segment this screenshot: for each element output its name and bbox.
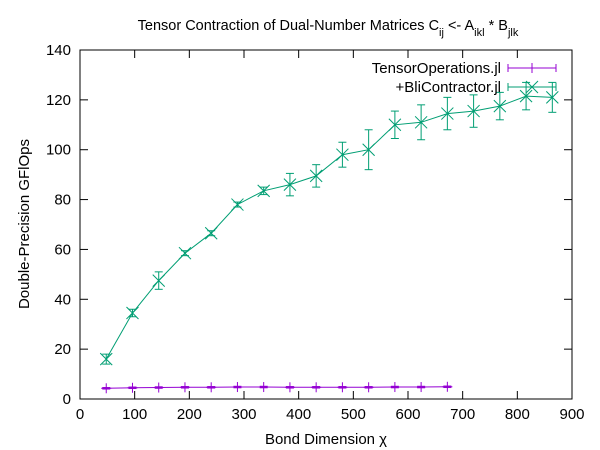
x-tick-label: 700 xyxy=(450,406,475,423)
y-axis: 0 20 40 60 80 100 120 140 xyxy=(46,42,572,408)
data-point xyxy=(204,226,218,240)
x-tick-label: 500 xyxy=(341,406,366,423)
data-point xyxy=(311,382,322,393)
data-point xyxy=(363,382,374,393)
legend: TensorOperations.jl +BliContractor.jl xyxy=(372,60,557,96)
series-0 xyxy=(101,381,453,394)
x-axis-label: Bond Dimension χ xyxy=(265,431,387,448)
y-tick-label: 100 xyxy=(46,142,71,159)
data-point xyxy=(178,246,192,260)
data-point xyxy=(388,118,402,132)
y-tick-label: 40 xyxy=(54,291,71,308)
data-point xyxy=(414,115,428,129)
data-point xyxy=(337,382,348,393)
data-point xyxy=(467,104,480,118)
series-layer xyxy=(99,81,559,394)
data-point xyxy=(441,107,454,120)
data-point xyxy=(519,89,533,103)
x-tick-label: 100 xyxy=(122,406,147,423)
chart-title: Tensor Contraction of Dual-Number Matric… xyxy=(138,18,519,39)
data-point xyxy=(442,381,453,392)
data-point xyxy=(231,198,244,211)
x-tick-label: 300 xyxy=(231,406,256,423)
data-point xyxy=(152,274,166,287)
x-tick-label: 200 xyxy=(177,406,202,423)
data-point xyxy=(389,382,400,393)
data-point xyxy=(101,383,112,394)
data-point xyxy=(127,382,138,393)
plot-frame xyxy=(79,49,573,400)
y-tick-label: 120 xyxy=(46,92,71,109)
data-point xyxy=(257,184,271,198)
x-tick-label: 800 xyxy=(505,406,530,423)
data-point xyxy=(232,382,243,393)
data-point xyxy=(126,306,139,320)
x-tick-label: 0 xyxy=(76,406,84,423)
data-point xyxy=(206,382,217,393)
data-point xyxy=(153,382,164,393)
data-point xyxy=(336,148,349,162)
legend-label: TensorOperations.jl xyxy=(372,60,501,77)
legend-sample xyxy=(507,63,557,73)
y-axis-label: Double-Precision GFlOps xyxy=(16,139,33,309)
x-tick-label: 600 xyxy=(395,406,420,423)
data-point xyxy=(493,99,507,113)
legend-marker xyxy=(525,80,539,94)
y-tick-label: 140 xyxy=(46,42,71,59)
x-tick-label: 400 xyxy=(286,406,311,423)
data-point xyxy=(545,91,559,104)
data-point xyxy=(309,169,323,183)
y-tick-label: 80 xyxy=(54,192,71,209)
legend-marker xyxy=(527,63,537,73)
y-tick-label: 0 xyxy=(63,391,71,408)
y-tick-label: 60 xyxy=(54,241,71,258)
data-point xyxy=(416,382,427,393)
data-point xyxy=(258,382,269,393)
series-1 xyxy=(99,81,559,366)
series-line xyxy=(105,95,553,360)
data-point xyxy=(362,143,375,157)
data-point xyxy=(284,382,295,393)
data-point xyxy=(283,178,297,191)
legend-sample xyxy=(507,80,557,94)
legend-label: +BliContractor.jl xyxy=(396,79,501,96)
data-point xyxy=(179,382,190,393)
x-axis: 0 100 200 300 400 500 600 700 800 900 xyxy=(76,50,585,423)
y-tick-label: 20 xyxy=(54,341,71,358)
data-point xyxy=(99,352,113,366)
x-tick-label: 900 xyxy=(559,406,584,423)
